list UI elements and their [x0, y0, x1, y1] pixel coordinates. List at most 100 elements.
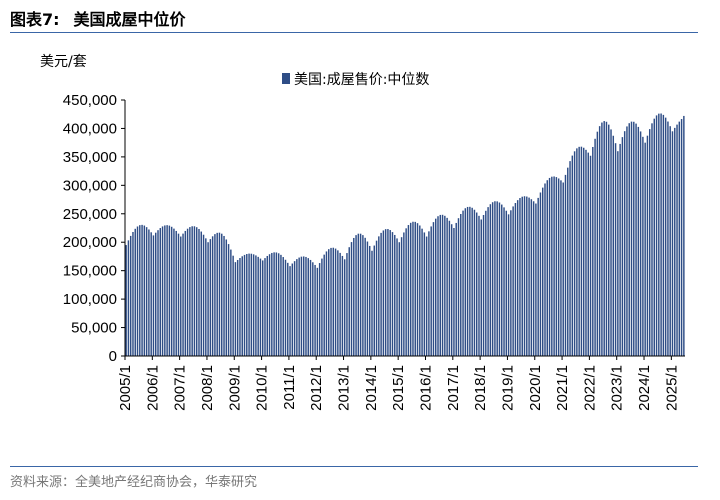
- bar: [430, 226, 432, 356]
- bar: [166, 225, 168, 356]
- bar: [284, 259, 287, 356]
- bar: [655, 115, 658, 357]
- bar: [546, 180, 549, 356]
- figure-title: 图表7: 美国成屋中位价: [10, 6, 186, 30]
- bar: [375, 240, 378, 356]
- bar: [400, 237, 403, 356]
- x-tick-label: 2021/1: [554, 365, 571, 411]
- bar: [678, 121, 681, 357]
- bar: [680, 119, 683, 356]
- bar: [537, 197, 539, 356]
- bar: [136, 226, 139, 356]
- bar: [316, 267, 319, 356]
- bar: [633, 121, 635, 357]
- bar: [394, 234, 396, 356]
- bar: [478, 215, 480, 356]
- y-tick-label: 450,000: [63, 92, 117, 109]
- bar: [209, 239, 212, 356]
- bar: [230, 249, 232, 356]
- bar: [145, 227, 148, 356]
- bar: [639, 131, 642, 356]
- bar: [216, 232, 218, 356]
- bar: [328, 249, 330, 356]
- bar: [514, 203, 517, 356]
- bar: [605, 121, 608, 357]
- bar: [562, 182, 564, 356]
- bar: [450, 224, 453, 356]
- bar: [437, 216, 439, 356]
- bar: [510, 210, 512, 356]
- bar: [129, 235, 132, 356]
- x-tick-label: 2015/1: [390, 365, 407, 411]
- bar: [416, 223, 419, 356]
- bar: [293, 261, 296, 356]
- bar: [637, 126, 640, 357]
- bar: [312, 262, 314, 356]
- bar: [453, 228, 455, 356]
- bar: [355, 235, 357, 356]
- x-tick-label: 2005/1: [117, 365, 134, 411]
- bar: [642, 136, 644, 356]
- y-tick-label: 100,000: [63, 291, 117, 308]
- bar: [423, 232, 426, 356]
- bar: [350, 242, 353, 356]
- bar: [262, 260, 264, 356]
- bar: [337, 250, 339, 356]
- bar: [571, 155, 574, 356]
- bar: [164, 225, 166, 356]
- bar: [503, 207, 505, 356]
- bar: [576, 148, 578, 356]
- bar: [378, 236, 380, 356]
- bar: [626, 126, 628, 357]
- bar: [243, 254, 246, 356]
- figure-title-text: 美国成屋中位价: [73, 10, 186, 29]
- bar: [603, 121, 605, 356]
- bar: [462, 210, 464, 356]
- x-tick-label: 2020/1: [527, 365, 544, 411]
- bar: [207, 242, 209, 356]
- bar: [218, 232, 221, 356]
- top-divider: [10, 32, 698, 33]
- bar: [266, 255, 269, 356]
- bar: [421, 228, 423, 356]
- bar: [211, 236, 214, 356]
- bar: [651, 123, 653, 356]
- bar: [405, 228, 407, 356]
- bar: [598, 126, 601, 357]
- y-tick-label: 50,000: [71, 320, 117, 337]
- bar: [526, 196, 528, 356]
- bar: [330, 247, 332, 356]
- bar: [157, 230, 159, 356]
- bar: [683, 115, 685, 357]
- bar: [143, 225, 146, 356]
- bar: [371, 250, 373, 356]
- bar: [186, 228, 189, 356]
- bar: [246, 254, 248, 356]
- bar: [232, 255, 234, 356]
- bar: [314, 264, 316, 356]
- bar: [353, 237, 355, 356]
- bar: [501, 204, 503, 356]
- bar: [225, 239, 228, 356]
- bar: [487, 207, 489, 356]
- bar: [291, 263, 294, 356]
- bar: [332, 247, 335, 356]
- bar: [302, 256, 305, 356]
- bar: [646, 135, 649, 356]
- bar: [348, 247, 350, 356]
- bar: [471, 207, 473, 356]
- bar: [664, 117, 667, 356]
- figure-number: 图表7:: [10, 10, 60, 29]
- bar: [623, 131, 626, 356]
- bar: [346, 253, 348, 356]
- bar: [252, 254, 255, 356]
- bar: [223, 235, 225, 356]
- bar: [403, 232, 405, 356]
- bar: [255, 255, 257, 356]
- bar: [630, 121, 633, 357]
- bar: [489, 204, 492, 356]
- bar: [660, 113, 662, 356]
- y-tick-label: 400,000: [63, 120, 117, 137]
- bar: [446, 217, 448, 356]
- bar: [482, 214, 485, 356]
